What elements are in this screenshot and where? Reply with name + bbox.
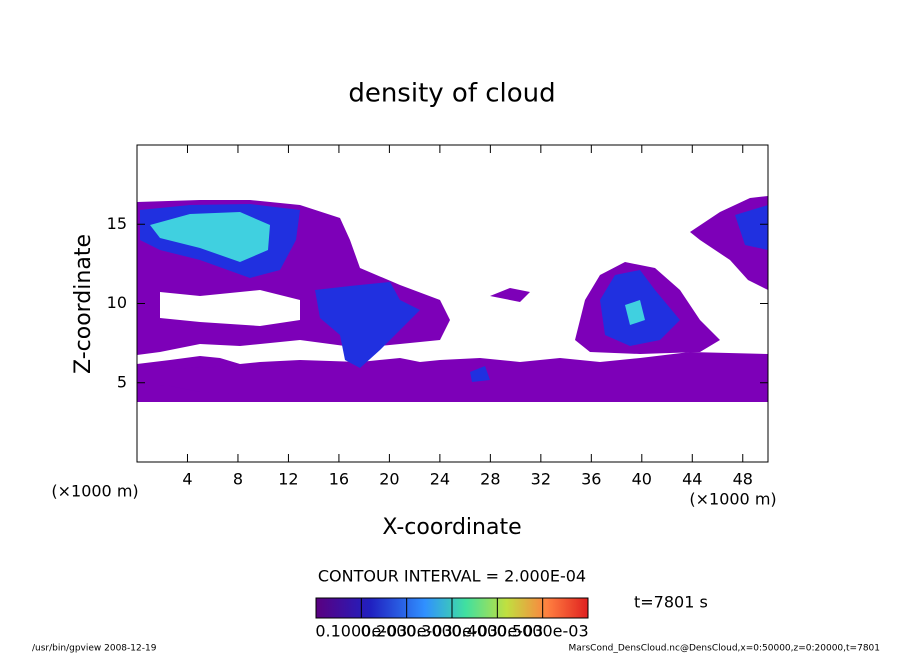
x-unit-label: (×1000 m) [51,482,138,501]
x-tick-label: 8 [233,470,243,489]
x-unit-label: (×1000 m) [689,490,776,509]
chart-title: density of cloud [348,79,555,109]
contour-interval: CONTOUR INTERVAL = 2.000E-04 [318,567,586,586]
y-tick-label: 10 [107,293,127,312]
x-tick-label: 28 [480,470,500,489]
x-tick-label: 44 [682,470,702,489]
colorbar-tick-label: 0.2000e-03 [361,622,453,641]
x-tick-label: 40 [632,470,652,489]
footer-right: MarsCond_DensCloud.nc@DensCloud,x=0:5000… [569,644,881,654]
x-tick-label: 36 [581,470,601,489]
x-tick-label: 12 [278,470,298,489]
contour-fill [137,196,768,402]
y-tick-label: 5 [117,372,127,391]
footer-left: /usr/bin/gpview 2008-12-19 [32,644,157,654]
x-tick-label: 16 [329,470,349,489]
colorbar-tick-label: 0.5000e-03 [497,622,589,641]
x-tick-label: 32 [531,470,551,489]
x-tick-label: 20 [379,470,399,489]
x-tick-label: 4 [182,470,192,489]
y-tick-label: 15 [107,214,127,233]
colorbar-tick-label: 0.4000e-03 [451,622,543,641]
x-tick-label: 48 [733,470,753,489]
x-tick-label: 24 [430,470,450,489]
time-label: t=7801 s [634,593,708,612]
colorbar-tick-label: 0.3000e-03 [406,622,498,641]
x-axis-label: X-coordinate [382,515,521,540]
y-axis-label: Z-coordinate [71,234,96,374]
colorbar-tick-label: 0.1000e-03 [315,622,407,641]
